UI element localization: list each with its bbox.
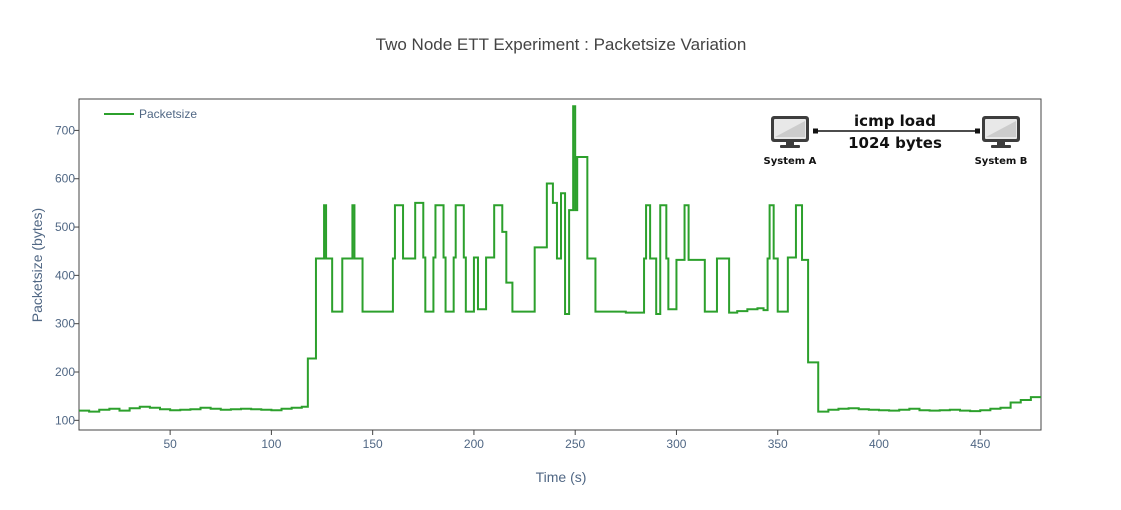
- x-tick-label: 50: [163, 437, 177, 451]
- x-tick-label: 300: [666, 437, 686, 451]
- load-label-line2: 1024 bytes: [848, 134, 942, 152]
- link-endpoint-b: [975, 128, 980, 134]
- x-tick-label: 100: [261, 437, 281, 451]
- y-tick-label: 100: [55, 413, 75, 427]
- x-axis: 50 100 150 200 250 300 350 400 450: [163, 430, 991, 451]
- x-tick-label: 250: [565, 437, 585, 451]
- x-tick-label: 150: [363, 437, 383, 451]
- x-axis-title: Time (s): [536, 469, 587, 485]
- load-label-line1: icmp load: [854, 112, 936, 130]
- y-tick-label: 600: [55, 172, 75, 186]
- y-tick-label: 700: [55, 123, 75, 137]
- x-tick-label: 400: [869, 437, 889, 451]
- node-b-label: System B: [975, 156, 1028, 167]
- series-line-packetsize[interactable]: [79, 105, 1041, 413]
- chart-title: Two Node ETT Experiment : Packetsize Var…: [376, 35, 747, 54]
- node-a-label: System A: [764, 156, 817, 167]
- x-tick-label: 350: [768, 437, 788, 451]
- y-tick-label: 500: [55, 220, 75, 234]
- x-tick-label: 200: [464, 437, 484, 451]
- y-axis-title: Packetsize (bytes): [29, 208, 45, 322]
- x-tick-label: 450: [970, 437, 990, 451]
- y-tick-label: 300: [55, 317, 75, 331]
- y-tick-label: 400: [55, 268, 75, 282]
- legend-label-packetsize: Packetsize: [139, 107, 197, 121]
- computer-icon: [982, 116, 1020, 148]
- computer-icon: [771, 116, 809, 148]
- network-diagram-inset: icmp load 1024 bytes System A System B: [764, 112, 1028, 167]
- y-tick-label: 200: [55, 365, 75, 379]
- y-axis: 100 200 300 400 500 600 700: [55, 123, 79, 427]
- plot-area-frame: [78, 98, 1042, 431]
- link-endpoint-a: [813, 128, 818, 134]
- legend[interactable]: Packetsize: [104, 107, 197, 121]
